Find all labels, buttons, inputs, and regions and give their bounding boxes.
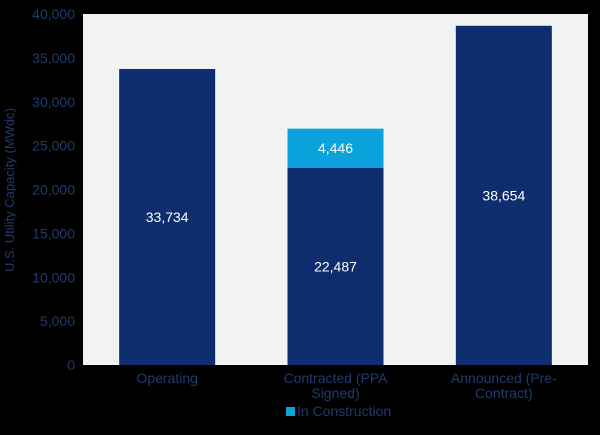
bar-2-series-0 xyxy=(455,25,552,365)
y-tick-label: 25,000 xyxy=(32,138,75,154)
y-tick-label: 0 xyxy=(67,357,75,373)
bar-data-labels: 33,734 22,487 4,446 38,654 xyxy=(146,140,526,274)
bar-data-label: 38,654 xyxy=(482,187,525,203)
y-tick-label: 35,000 xyxy=(32,50,75,66)
x-tick-label: Operating xyxy=(136,370,197,386)
legend: In Construction xyxy=(286,403,391,419)
x-axis-ticks: Operating Contracted (PPA Signed) Announced… xyxy=(136,370,557,401)
bar-1-series-1 xyxy=(287,128,384,168)
bar-data-label: 4,446 xyxy=(318,140,353,156)
y-axis-ticks: 0 5,000 10,000 15,000 20,000 25,000 30,000 35,0… xyxy=(32,6,75,373)
y-tick-label: 40,000 xyxy=(32,6,75,22)
y-axis-label: U.S. Utility Capacity (MWdc) xyxy=(2,108,17,272)
y-tick-label: 5,000 xyxy=(40,313,75,329)
y-tick-label: 30,000 xyxy=(32,94,75,110)
bar-1-series-0 xyxy=(287,167,384,365)
legend-label: In Construction xyxy=(297,403,391,419)
y-tick-label: 10,000 xyxy=(32,269,75,285)
bar-0-series-0 xyxy=(119,68,216,365)
bars xyxy=(119,25,552,365)
y-tick-label: 15,000 xyxy=(32,225,75,241)
bar-data-label: 33,734 xyxy=(146,209,189,225)
y-tick-label: 20,000 xyxy=(32,182,75,198)
x-tick-label: Announced (Pre-Contract) xyxy=(451,370,557,401)
x-tick-label: Contracted (PPA Signed) xyxy=(283,370,388,401)
legend-swatch xyxy=(286,407,295,416)
bar-data-label: 22,487 xyxy=(314,258,357,274)
